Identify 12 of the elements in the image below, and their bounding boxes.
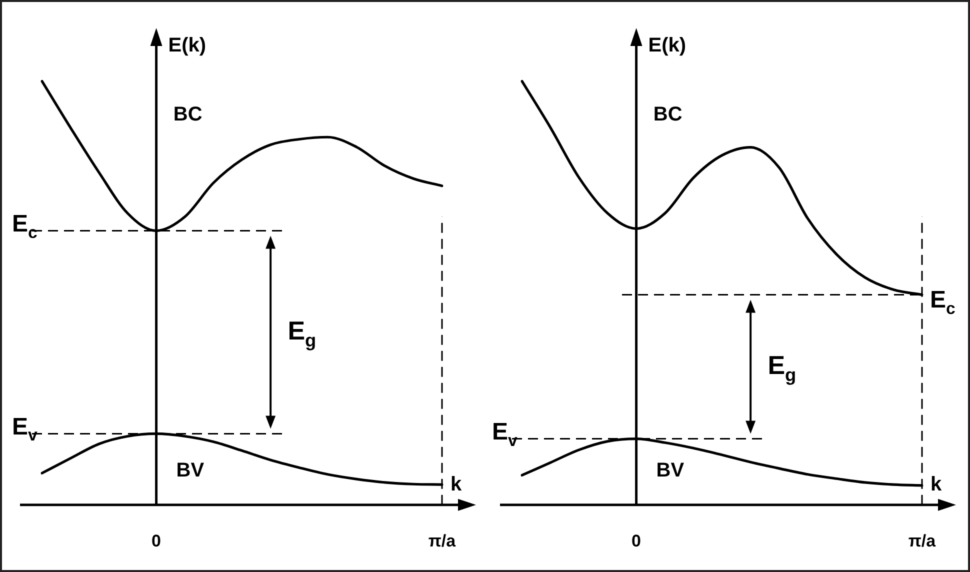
annotation: BC [653,104,682,126]
annotation: BV [176,460,205,482]
annotation: BV [656,460,685,482]
x-tick-label: 0 [152,531,162,550]
x-tick-label: π/a [908,531,936,550]
y-axis-title: E(k) [168,34,206,57]
x-tick-label: 0 [632,531,642,550]
x-axis-title: k [450,473,462,496]
annotation: BC [173,104,202,126]
y-axis-title: E(k) [648,34,686,57]
x-axis-title: k [930,473,942,496]
x-tick-label: π/a [428,531,456,550]
